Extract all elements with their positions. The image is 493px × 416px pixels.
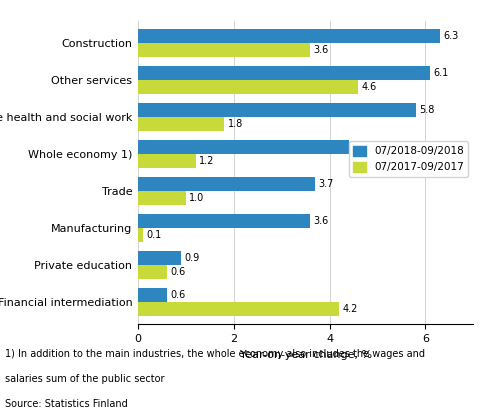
Legend: 07/2018-09/2018, 07/2017-09/2017: 07/2018-09/2018, 07/2017-09/2017 (349, 141, 468, 177)
Text: 6.1: 6.1 (433, 68, 449, 78)
Text: 0.6: 0.6 (170, 267, 185, 277)
Bar (138, 251, 181, 265)
Text: 4.6: 4.6 (362, 82, 377, 92)
Text: 4.4: 4.4 (352, 142, 367, 152)
Bar (138, 66, 430, 80)
Text: 3.6: 3.6 (314, 45, 329, 55)
Text: 0.6: 0.6 (170, 290, 185, 300)
Text: salaries sum of the public sector: salaries sum of the public sector (5, 374, 165, 384)
Text: 1.2: 1.2 (199, 156, 214, 166)
Text: 1.0: 1.0 (189, 193, 205, 203)
Bar (138, 103, 416, 117)
Text: 5.8: 5.8 (419, 105, 434, 115)
Text: 6.3: 6.3 (443, 31, 458, 41)
Bar (138, 43, 311, 57)
Bar (138, 214, 311, 228)
Bar (138, 80, 358, 94)
Bar (138, 228, 143, 242)
Bar (138, 29, 440, 43)
Bar (138, 191, 186, 205)
Text: 0.1: 0.1 (146, 230, 161, 240)
Text: 4.2: 4.2 (343, 304, 358, 314)
Bar (138, 177, 315, 191)
Text: 3.6: 3.6 (314, 216, 329, 226)
Bar (138, 302, 339, 316)
Text: 0.9: 0.9 (184, 253, 200, 263)
Text: Source: Statistics Finland: Source: Statistics Finland (5, 399, 128, 409)
X-axis label: Year-on-year change, %: Year-on-year change, % (240, 350, 372, 360)
Text: 1.8: 1.8 (228, 119, 243, 129)
Bar (138, 265, 167, 279)
Text: 3.7: 3.7 (318, 179, 334, 189)
Bar (138, 140, 349, 154)
Text: 1) In addition to the main industries, the whole economy also includes the wages: 1) In addition to the main industries, t… (5, 349, 425, 359)
Bar (138, 154, 196, 168)
Bar (138, 288, 167, 302)
Bar (138, 117, 224, 131)
